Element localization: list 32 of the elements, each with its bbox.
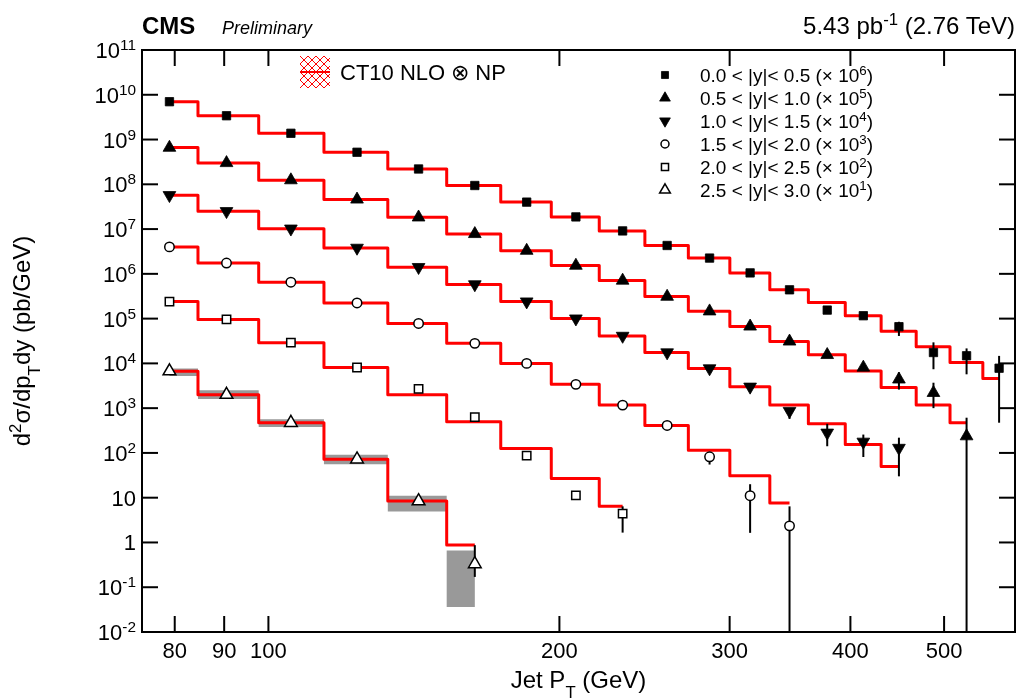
y-tick-label: 10$^{10}$ [94, 80, 136, 108]
y-tick-label: 10$^{2}$ [102, 438, 136, 466]
x-tick-label: 200 [541, 638, 578, 663]
y-tick-label: 10$^{4}$ [102, 348, 137, 377]
legend-label: 1.0 < |y|< 1.5 (× 10$^{4}$) [700, 108, 874, 132]
y-tick-label: 1 [123, 530, 136, 556]
y-tick-label: 10$^{6}$ [102, 259, 136, 287]
legend-label: 2.0 < |y|< 2.5 (× 10$^{2}$) [700, 154, 874, 178]
x-tick-label: 400 [832, 638, 869, 663]
y-tick-label: 10$^{9}$ [102, 125, 136, 153]
legend-label: 2.5 < |y|< 3.0 (× 10$^{1}$) [700, 177, 874, 201]
legend-label: CT10 NLO ⊗ NP [340, 60, 506, 85]
y-tick-label: 10$^{3}$ [102, 393, 136, 422]
y-tick-label: 10$^{-2}$ [97, 617, 136, 645]
chart-subtitle: Preliminary [222, 18, 314, 38]
text: 5.43 pb$^{-1}$ (2.76 TeV) [803, 9, 1015, 39]
y-tick-label: 10$^{8}$ [102, 169, 136, 198]
y-tick-label: 10 [111, 485, 136, 511]
y-tick-label: 10$^{7}$ [102, 214, 136, 243]
legend-label: 1.5 < |y|< 2.0 (× 10$^{3}$) [700, 131, 874, 155]
x-axis-title: Jet P$_{T}$ (GeV) [510, 666, 647, 700]
x-tick-label: 300 [711, 638, 748, 663]
x-tick-label: 80 [162, 638, 187, 663]
x-tick-label: 100 [250, 638, 287, 663]
legend-label: 0.0 < |y|< 0.5 (× 10$^{6}$) [700, 62, 874, 86]
y-tick-label: 10$^{5}$ [102, 304, 136, 332]
y-tick-label: 10$^{11}$ [95, 35, 136, 63]
y-tick-label: 10$^{-1}$ [97, 572, 136, 601]
legend-label: 0.5 < |y|< 1.0 (× 10$^{5}$) [700, 85, 874, 109]
chart-title: CMS [142, 12, 196, 39]
x-tick-label: 90 [211, 638, 237, 663]
x-tick-label: 500 [925, 638, 963, 663]
